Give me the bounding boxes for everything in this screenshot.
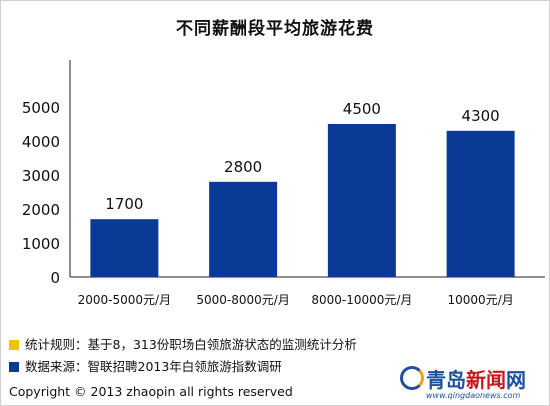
copyright-text: Copyright © 2013 zhaopin all rights rese…	[9, 384, 293, 399]
data-labels: 1700 2800 4500 4300	[105, 100, 499, 213]
data-label: 2800	[224, 158, 262, 176]
chart-title: 不同薪酬段平均旅游花费	[176, 19, 374, 39]
bars	[90, 124, 515, 277]
data-label: 4300	[462, 107, 500, 125]
bar	[327, 124, 396, 277]
bar	[209, 181, 278, 277]
qingdaonews-watermark: 青岛新闻网 www.qingdaonews.com	[400, 364, 546, 404]
note-rule-text: 统计规则：基于8，313份职场白领旅游状态的监测统计分析	[25, 337, 357, 352]
y-tick-label: 3000	[22, 167, 60, 185]
x-tick-label: 2000-5000元/月	[78, 293, 171, 307]
note-source-marker	[9, 362, 19, 372]
note-source: 数据来源：智联招聘2013年白领旅游指数调研	[9, 356, 282, 375]
y-tick-label: 1000	[22, 235, 60, 253]
note-source-text: 数据来源：智联招聘2013年白领旅游指数调研	[25, 359, 282, 374]
x-tick-label: 10000元/月	[448, 293, 514, 307]
x-tick-label: 8000-10000元/月	[311, 293, 412, 307]
y-tick-label: 5000	[22, 99, 60, 117]
bar	[446, 130, 515, 277]
note-rule: 统计规则：基于8，313份职场白领旅游状态的监测统计分析	[9, 334, 357, 353]
y-tick-label: 4000	[22, 133, 60, 151]
y-tick-label: 2000	[22, 201, 60, 219]
watermark-name: 青岛新闻网	[426, 368, 526, 392]
note-rule-marker	[9, 340, 19, 350]
data-label: 1700	[105, 195, 143, 213]
watermark-url: www.qingdaonews.com	[426, 391, 521, 400]
bar	[90, 219, 159, 277]
x-tick-label: 5000-8000元/月	[196, 293, 289, 307]
data-label: 4500	[343, 100, 381, 118]
y-tick-labels: 0 1000 2000 3000 4000 5000	[22, 99, 60, 287]
x-tick-labels: 2000-5000元/月 5000-8000元/月 8000-10000元/月 100…	[78, 293, 514, 307]
y-tick-label: 0	[50, 269, 60, 287]
watermark-logo-icon	[400, 366, 424, 390]
bar-chart: 0 1000 2000 3000 4000 5000 1700 2800 4500 4300 2…	[22, 60, 545, 307]
